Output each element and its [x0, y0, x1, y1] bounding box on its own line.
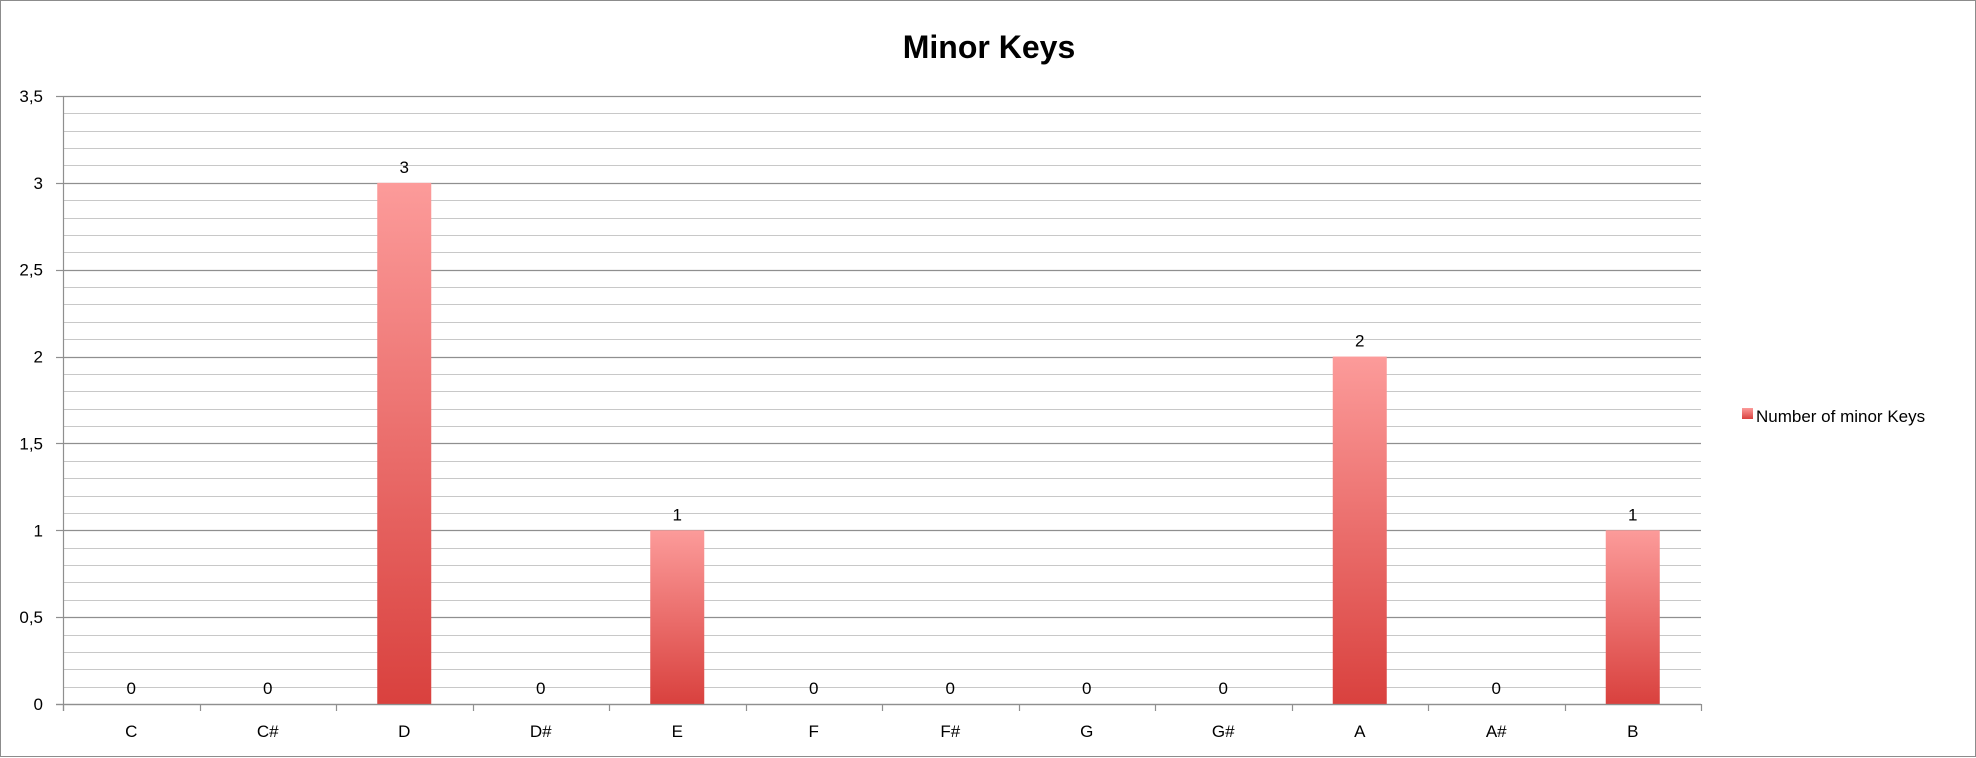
data-label: 0	[1492, 679, 1501, 698]
data-label: 1	[673, 505, 682, 524]
legend-label: Number of minor Keys	[1756, 407, 1925, 426]
data-label: 1	[1628, 505, 1637, 524]
bar-a	[1332, 356, 1387, 704]
legend[interactable]: Number of minor Keys	[1742, 407, 1925, 426]
x-tick-label: A#	[1486, 722, 1507, 741]
chart-title: Minor Keys	[903, 29, 1075, 65]
x-tick-label: C	[125, 722, 137, 741]
data-label: 2	[1355, 332, 1364, 351]
data-labels: 0 0 3 0 1 0 0 0 0 2 0 1	[127, 158, 1638, 698]
data-label: 0	[1082, 679, 1091, 698]
x-tick-label: D#	[530, 722, 552, 741]
data-label: 0	[946, 679, 955, 698]
x-tick-label: D	[398, 722, 410, 741]
y-tick-label: 1,5	[19, 434, 43, 453]
data-label: 0	[263, 679, 272, 698]
x-tick-label: B	[1627, 722, 1638, 741]
y-axis-tick-labels: 0 0,5 1 1,5 2 2,5 3 3,5	[19, 87, 43, 714]
y-tick-label: 1	[34, 521, 43, 540]
bar-d	[377, 182, 432, 704]
data-label: 0	[127, 679, 136, 698]
x-axis-tick-labels: C C# D D# E F F# G G# A A# B	[125, 722, 1638, 741]
minor-gridlines	[63, 96, 1701, 705]
data-label: 0	[536, 679, 545, 698]
y-tick-label: 3	[34, 174, 43, 193]
data-label: 3	[400, 158, 409, 177]
y-tick-label: 2	[34, 348, 43, 367]
x-tick-label: G#	[1212, 722, 1235, 741]
y-tick-label: 3,5	[19, 87, 43, 106]
x-tick-label: G	[1080, 722, 1093, 741]
data-label: 0	[1219, 679, 1228, 698]
x-tick-label: F#	[940, 722, 960, 741]
axes	[56, 95, 1703, 711]
major-gridlines	[63, 95, 1701, 706]
bars	[377, 182, 1660, 704]
y-tick-label: 2,5	[19, 261, 43, 280]
data-label: 0	[809, 679, 818, 698]
bar-b	[1605, 530, 1660, 704]
x-tick-label: E	[672, 722, 683, 741]
legend-swatch	[1742, 408, 1753, 419]
y-tick-label: 0	[34, 695, 43, 714]
x-tick-label: C#	[257, 722, 279, 741]
y-tick-label: 0,5	[19, 608, 43, 627]
x-tick-label: F	[809, 722, 819, 741]
bar-e	[650, 530, 705, 704]
x-tick-label: A	[1354, 722, 1366, 741]
